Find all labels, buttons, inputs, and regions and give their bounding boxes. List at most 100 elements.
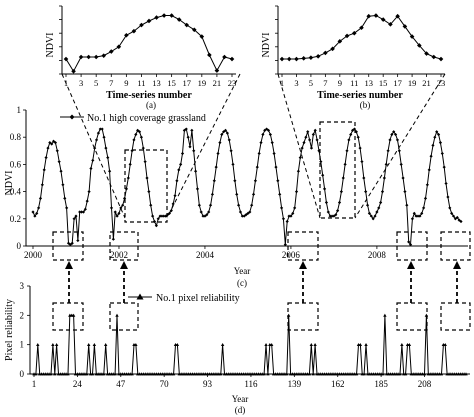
data-point [65,206,69,210]
data-point [337,39,343,44]
y-tick-label: 0.6 [10,159,22,169]
data-point [139,135,144,139]
data-point [51,342,55,347]
data-point [455,215,459,220]
panel-a-axes [61,6,236,75]
panel-d-xlabel: Year [232,394,249,404]
data-point [208,203,213,207]
data-point [154,224,158,228]
panel-b-ndvi-line [282,14,442,60]
data-point [235,192,239,196]
data-point [225,131,229,135]
data-point [87,342,91,347]
data-point [268,132,272,137]
data-point [55,149,59,153]
data-point [233,179,237,183]
data-point [358,146,362,150]
data-point [402,24,408,29]
data-point [156,217,160,221]
panel-c-legend-marker [69,114,75,120]
data-point [49,372,53,376]
data-point [322,187,327,191]
data-point [409,34,415,39]
x-tick-label: 47 [116,379,126,389]
y-tick-label: 0.2 [10,214,21,224]
data-point [42,168,46,172]
panel-c-lowvalue-box-3 [287,231,319,261]
panel-c-lowvalue-box-5 [440,231,471,261]
data-point [287,214,291,218]
data-point [341,176,345,180]
data-point [296,169,300,173]
data-point [330,46,335,52]
x-tick-label: 93 [203,379,213,389]
data-point [214,68,220,73]
data-point [301,56,306,61]
y-tick-label: 0.4 [10,187,22,197]
data-point [214,165,218,169]
data-point [408,243,413,247]
panel-b-axes [277,6,445,75]
panel-a-label: (a) [146,100,156,110]
data-point [46,146,50,150]
panel-c-label: (c) [237,278,247,288]
data-point [313,128,317,132]
data-point [240,214,244,218]
data-point [219,372,223,376]
data-point [317,149,321,153]
data-point [115,313,119,317]
data-point [40,183,44,187]
x-tick-label: 3 [79,78,83,88]
data-point [100,127,104,131]
data-point [384,162,388,166]
data-point [442,165,446,169]
data-point [192,149,196,153]
data-point [405,203,409,207]
data-point [293,206,297,210]
data-point [113,372,117,376]
data-point [367,211,372,215]
data-point [323,50,328,56]
data-point [33,214,37,218]
data-point [306,130,310,134]
data-point [358,342,363,347]
data-point [169,209,173,213]
data-point [63,196,67,200]
data-point [403,372,408,376]
x-tick-label: 24 [73,379,83,389]
data-point [109,206,114,210]
data-point [349,132,353,137]
data-point [326,210,330,214]
data-point [124,187,129,191]
panel-c-markers [31,127,463,247]
data-point [102,135,106,139]
panel-a-x-ticks: 1 3 5 7 9 11 13 15 17 19 21 23 [64,74,236,88]
data-point [283,243,287,247]
data-point [364,342,368,347]
data-point [351,30,357,36]
data-point [381,372,385,376]
panel-b-chart: NDVI Time-series number (b) 1 3 5 7 9 11 13 15 1… [261,5,445,110]
data-point [143,160,147,164]
y-tick-label: 3 [20,281,25,291]
data-point [126,176,130,180]
zoom-connectors [61,73,446,219]
data-point [203,214,207,218]
data-point [360,160,364,164]
panel-c-xlabel: Year [234,266,251,276]
panel-a-y-ticks [59,5,62,75]
data-point [380,190,385,194]
data-point [417,43,422,48]
data-point [289,214,293,218]
data-point [74,214,78,218]
data-point [81,210,86,214]
data-point [108,49,114,54]
panel-d-ylabel: Pixel reliability [4,299,15,361]
data-point [53,141,58,145]
data-point [311,132,315,137]
data-point [366,13,372,19]
data-point [180,151,185,156]
x-tick-label: 17 [393,78,402,88]
data-point [401,176,405,180]
